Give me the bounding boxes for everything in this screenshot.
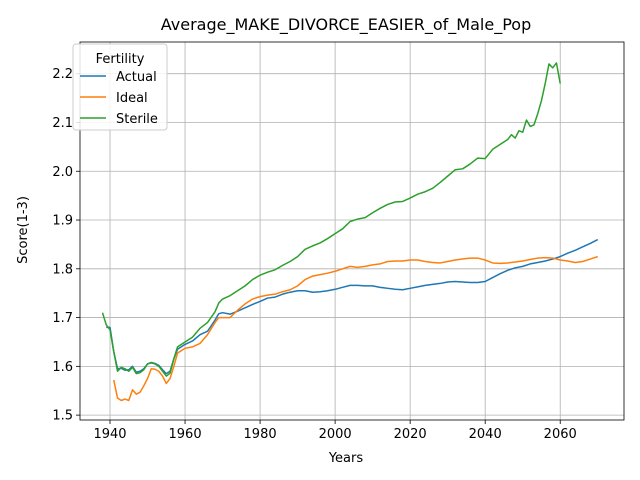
y-tick-label: 1.6 xyxy=(52,360,73,375)
x-tick-label: 2020 xyxy=(394,427,427,442)
legend-label-sterile: Sterile xyxy=(116,112,158,127)
legend-title: Fertility xyxy=(96,52,145,67)
legend: Fertility Actual Ideal Sterile xyxy=(72,43,168,131)
axes-layer: 1940 1960 1980 2000 2020 2040 2060 1.5 1.6 1.7 1.8… xyxy=(52,41,625,442)
x-tick-label: 2000 xyxy=(319,427,352,442)
y-tick-label: 1.8 xyxy=(52,262,73,277)
series-line-sterile xyxy=(101,62,561,377)
x-tick-label: 2040 xyxy=(469,427,502,442)
series-line-ideal xyxy=(113,255,598,402)
x-tick-label: 2060 xyxy=(544,427,577,442)
y-tick-label: 1.9 xyxy=(52,214,73,229)
x-axis-label: Years xyxy=(328,451,364,466)
y-tick-label: 1.5 xyxy=(52,409,73,424)
x-tick-label: 1980 xyxy=(244,427,277,442)
y-axis-label: Score(1-3) xyxy=(16,196,31,264)
y-tick-label: 2.1 xyxy=(52,116,73,131)
grid-layer xyxy=(80,42,624,420)
y-tick-label: 1.7 xyxy=(52,311,73,326)
legend-label-actual: Actual xyxy=(116,70,157,85)
x-tick-label: 1960 xyxy=(169,427,202,442)
legend-label-ideal: Ideal xyxy=(116,91,148,106)
chart-title: Average_MAKE_DIVORCE_EASIER_of_Male_Pop xyxy=(161,15,531,35)
y-tick-label: 2.0 xyxy=(52,165,73,180)
x-tick-label: 1940 xyxy=(93,427,126,442)
legend-entries: Actual Ideal Sterile xyxy=(80,70,158,127)
plot-frame xyxy=(79,41,625,421)
y-tick-label: 2.2 xyxy=(52,67,73,82)
series-layer xyxy=(101,62,599,402)
legend-box xyxy=(72,43,168,131)
